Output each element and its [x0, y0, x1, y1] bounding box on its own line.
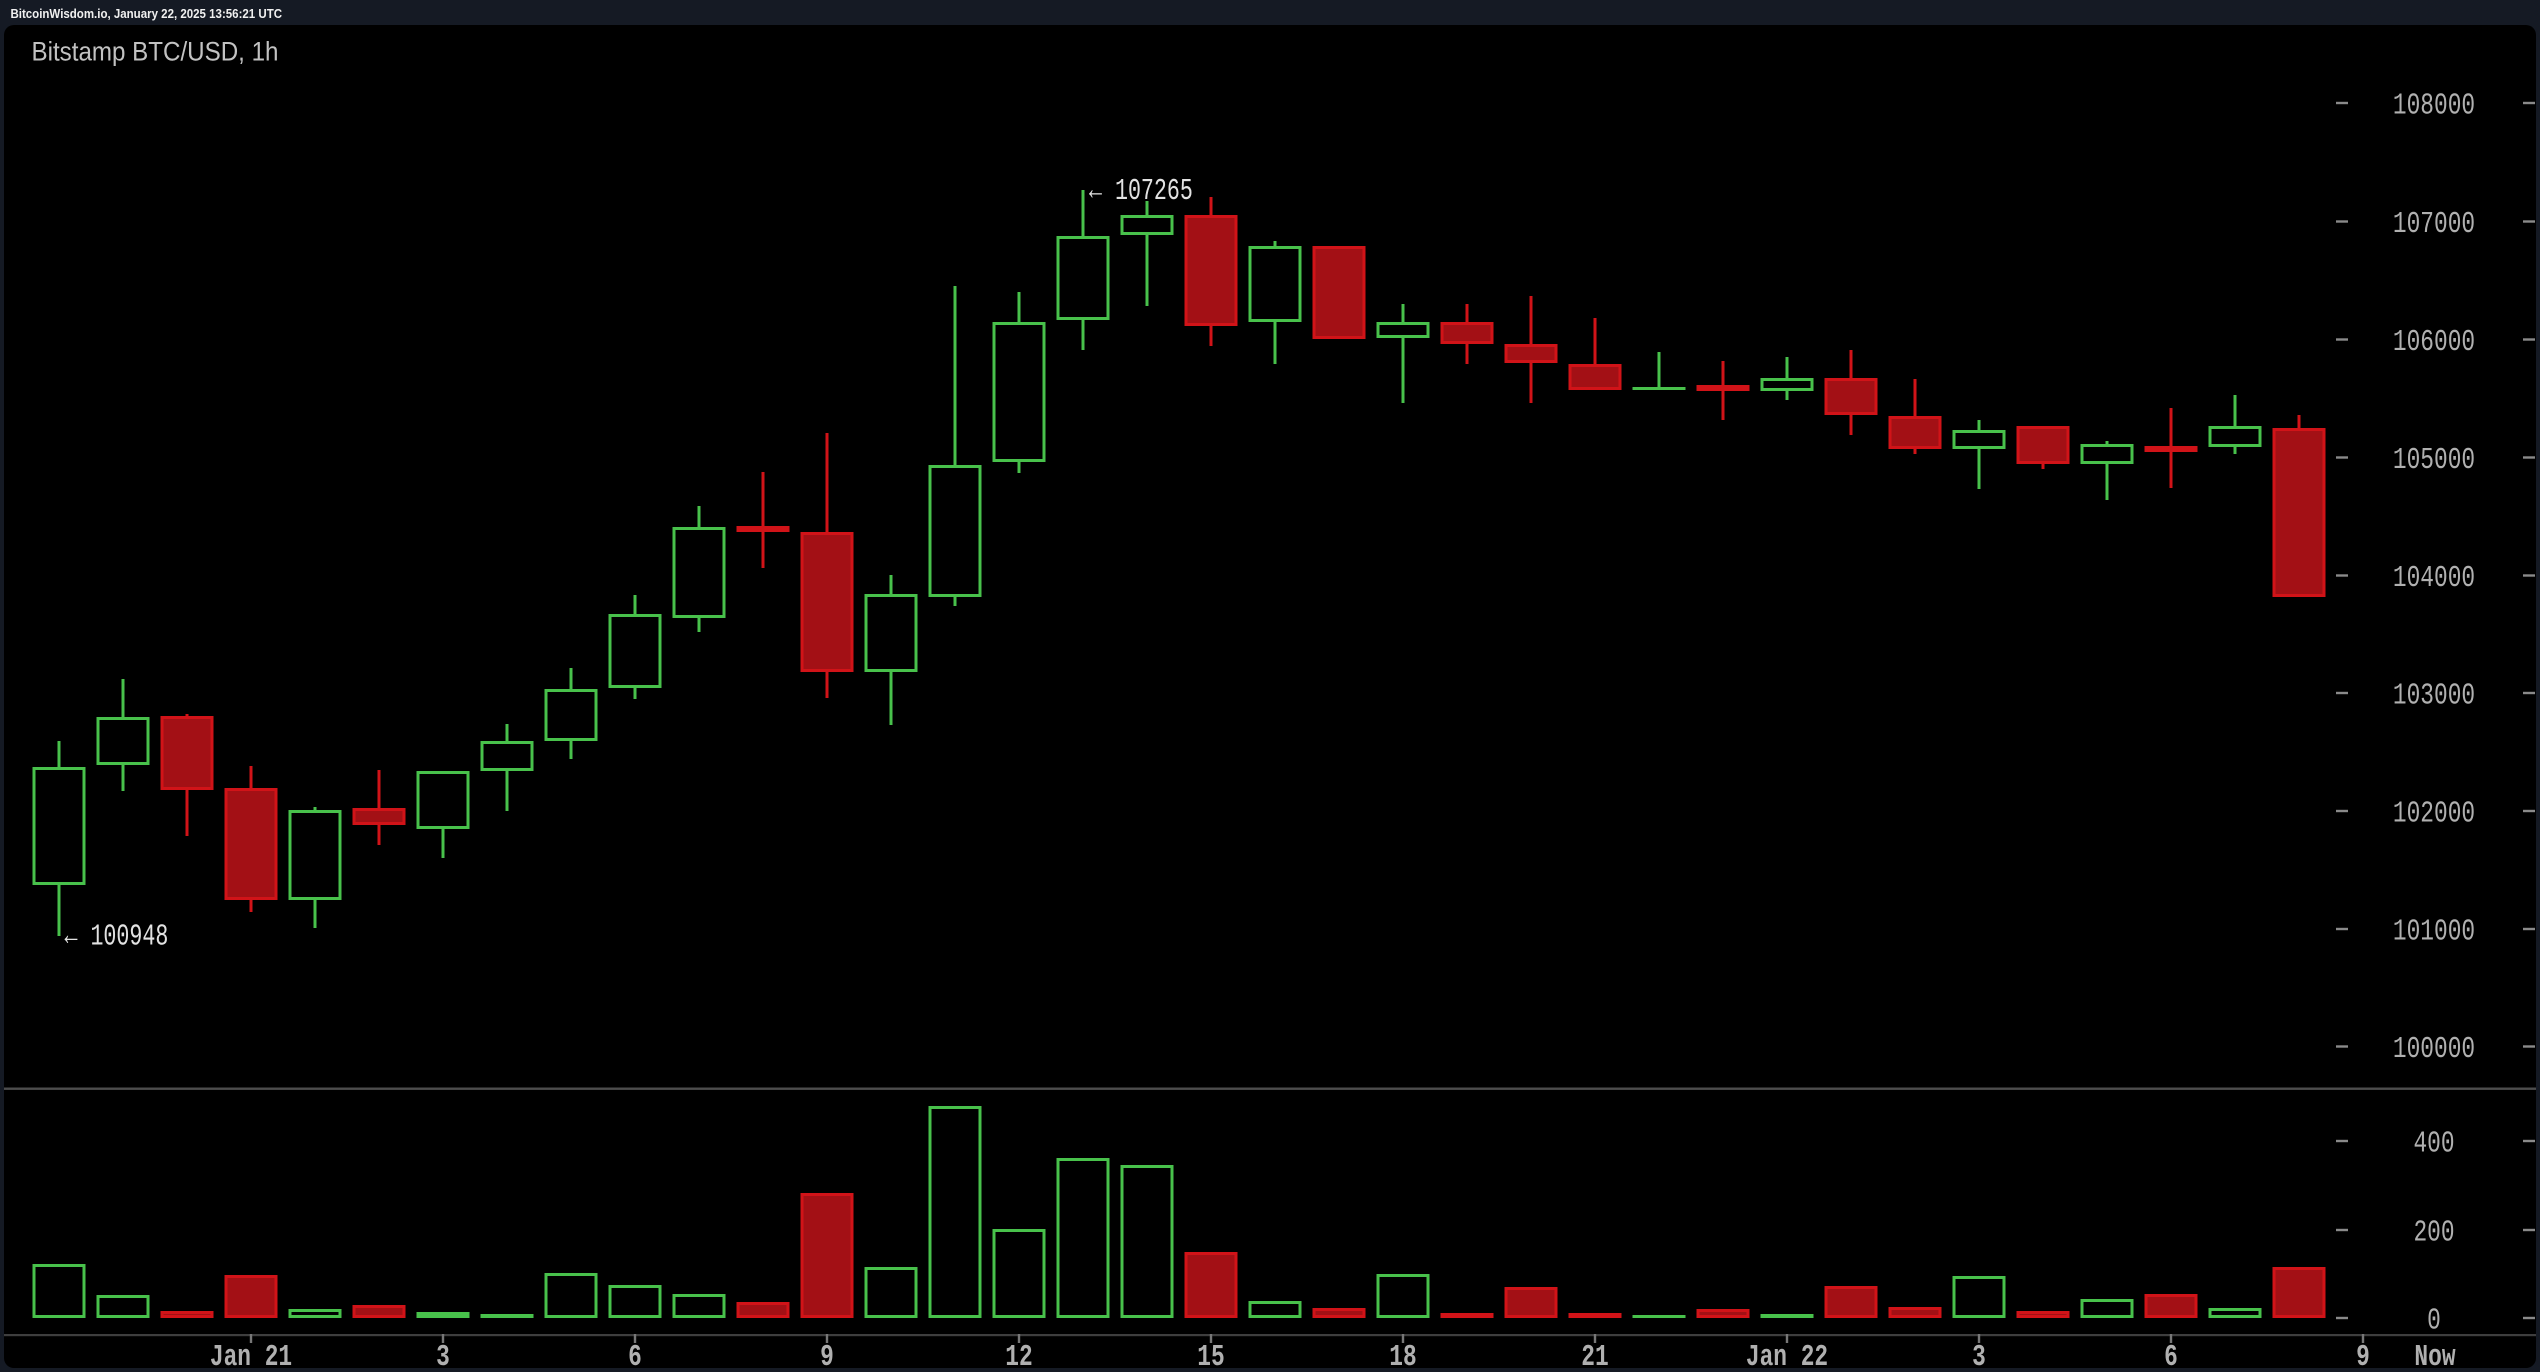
svg-text:BitcoinWisdom.io, January 22,: BitcoinWisdom.io, January 22, 2025 13:56… [10, 6, 282, 21]
svg-text:Bitstamp BTC/USD, 1h: Bitstamp BTC/USD, 1h [32, 37, 279, 67]
svg-text:200: 200 [2413, 1215, 2454, 1250]
svg-text:3: 3 [436, 1340, 450, 1372]
svg-text:103000: 103000 [2393, 678, 2475, 713]
svg-text:Jan 22: Jan 22 [1746, 1340, 1828, 1372]
svg-text:← 100948: ← 100948 [64, 920, 168, 955]
svg-text:← 107265: ← 107265 [1089, 175, 1193, 210]
svg-text:6: 6 [628, 1340, 642, 1372]
svg-text:Jan 21: Jan 21 [210, 1340, 292, 1372]
svg-text:21: 21 [1581, 1340, 1608, 1372]
svg-text:0: 0 [2427, 1303, 2441, 1338]
svg-text:100000: 100000 [2393, 1032, 2475, 1067]
svg-text:101000: 101000 [2393, 914, 2475, 949]
svg-text:15: 15 [1197, 1340, 1224, 1372]
svg-text:3: 3 [1972, 1340, 1986, 1372]
svg-text:400: 400 [2413, 1126, 2454, 1161]
svg-text:105000: 105000 [2393, 443, 2475, 478]
svg-text:108000: 108000 [2393, 88, 2475, 123]
svg-text:9: 9 [2356, 1340, 2370, 1372]
svg-text:12: 12 [1005, 1340, 1032, 1372]
svg-text:107000: 107000 [2393, 207, 2475, 242]
svg-text:104000: 104000 [2393, 561, 2475, 596]
svg-text:6: 6 [2164, 1340, 2178, 1372]
svg-text:102000: 102000 [2393, 796, 2475, 831]
svg-text:106000: 106000 [2393, 325, 2475, 360]
svg-text:9: 9 [820, 1340, 834, 1372]
svg-text:18: 18 [1389, 1340, 1416, 1372]
svg-text:Now: Now [2414, 1340, 2456, 1372]
